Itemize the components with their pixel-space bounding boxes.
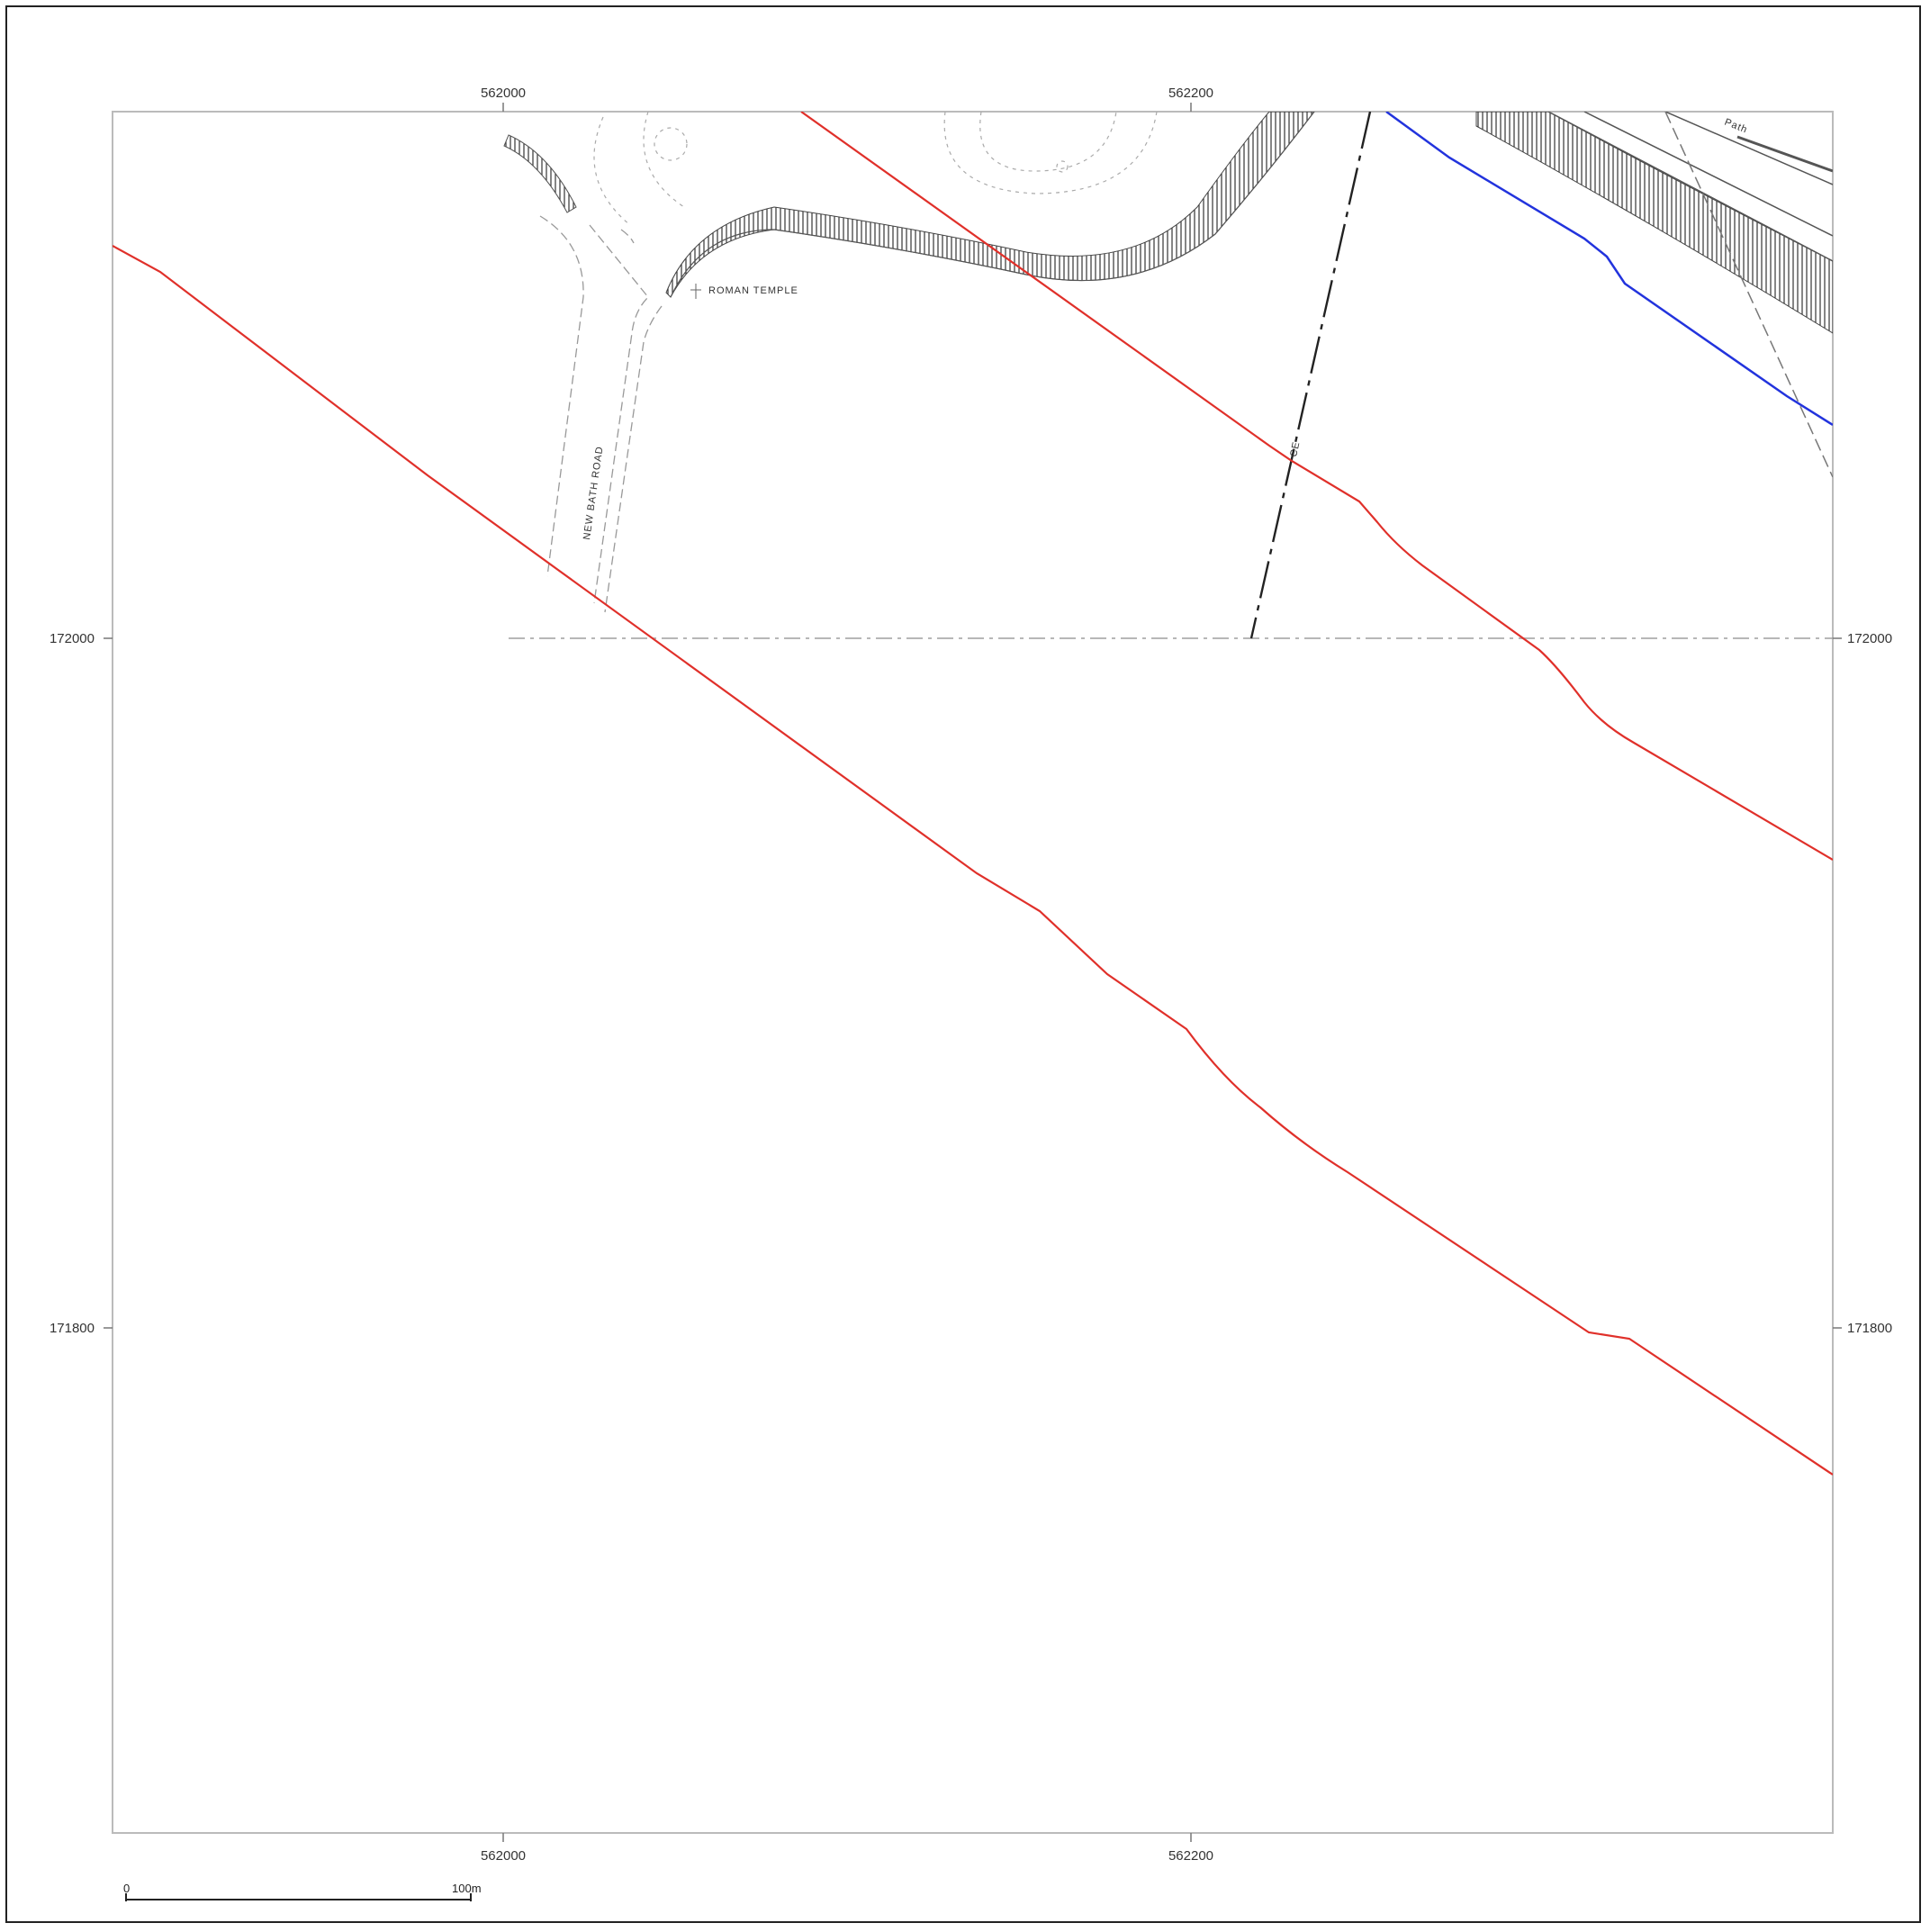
embankment-edge bbox=[670, 112, 1315, 298]
ce-label: CE bbox=[1288, 440, 1302, 457]
new-bath-road bbox=[539, 215, 663, 613]
easting-label-top-562000: 562000 bbox=[481, 86, 526, 101]
highway-edges bbox=[1547, 112, 1833, 262]
roundabout-outline bbox=[593, 112, 1158, 226]
northing-label-right-171800: 171800 bbox=[1847, 1321, 1892, 1336]
dashed-footpath bbox=[1664, 112, 1833, 478]
red-line-lower bbox=[113, 245, 1833, 1476]
scale-bar: 0 100m bbox=[123, 1882, 482, 1901]
easting-label-bottom-562200: 562200 bbox=[1168, 1848, 1213, 1864]
path-label: Path bbox=[1723, 117, 1749, 136]
scale-bar-start-label: 0 bbox=[123, 1882, 130, 1895]
roman-temple-marker bbox=[690, 284, 701, 299]
ce-boundary-line bbox=[1249, 112, 1372, 639]
roman-temple-label: ROMAN TEMPLE bbox=[708, 285, 798, 296]
highway-embankment-hatch bbox=[1475, 112, 1833, 334]
northing-label-left-172000: 172000 bbox=[50, 631, 95, 646]
northing-label-left-171800: 171800 bbox=[50, 1321, 95, 1336]
blue-line bbox=[1385, 112, 1833, 427]
map-border bbox=[112, 111, 1834, 1834]
easting-label-bottom-562000: 562000 bbox=[481, 1848, 526, 1864]
road-label: NEW BATH ROAD bbox=[582, 446, 606, 541]
embankment-hatch bbox=[665, 112, 1315, 298]
outer-frame bbox=[5, 5, 1921, 1923]
scale-bar-end-label: 100m bbox=[452, 1882, 482, 1895]
northing-label-right-172000: 172000 bbox=[1847, 631, 1892, 646]
red-line-upper bbox=[800, 112, 1833, 861]
embankment-hatch-left bbox=[503, 134, 577, 213]
easting-label-top-562200: 562200 bbox=[1168, 86, 1213, 101]
grid-ticks bbox=[104, 103, 1842, 1842]
